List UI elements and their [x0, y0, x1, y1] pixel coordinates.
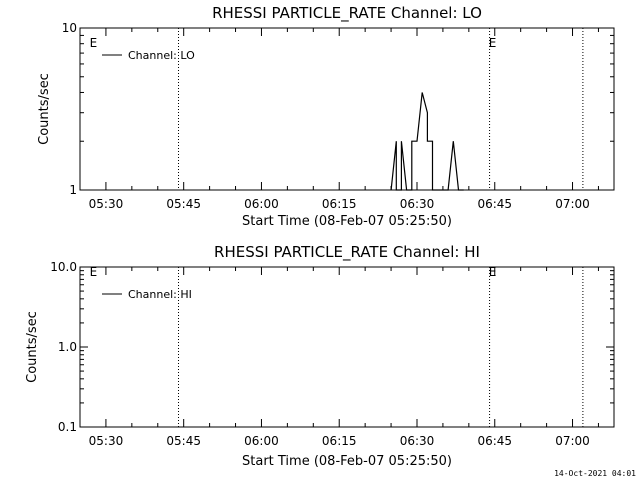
x-tick-label: 06:45	[477, 197, 512, 211]
x-axis-label: Start Time (08-Feb-07 05:25:50)	[242, 454, 452, 469]
chart-hi-panel: RHESSI PARTICLE_RATE Channel: HI 05:30 05:…	[25, 243, 615, 469]
plot-frame	[79, 27, 615, 191]
x-tick-label: 06:00	[244, 434, 279, 448]
x-tick-label: 06:00	[244, 197, 279, 211]
x-axis-label: Start Time (08-Feb-07 05:25:50)	[242, 214, 452, 229]
y-axis-label: Counts/sec	[25, 311, 40, 383]
legend-label: Channel: HI	[128, 288, 192, 301]
series-line	[390, 92, 464, 191]
y-tick-label: 10	[62, 21, 77, 35]
x-tick-label: 05:30	[89, 197, 124, 211]
x-tick-label: 05:45	[166, 434, 201, 448]
x-tick-label: 06:45	[477, 434, 512, 448]
x-tick-label: 07:00	[555, 197, 590, 211]
y-tick-label: 0.1	[58, 420, 77, 434]
x-tick-label: 06:15	[322, 434, 357, 448]
x-tick-label: 06:30	[400, 434, 435, 448]
chart-title: RHESSI PARTICLE_RATE Channel: LO	[212, 4, 482, 23]
y-axis-label: Counts/sec	[37, 73, 52, 145]
legend-label: Channel: LO	[128, 49, 195, 62]
x-tick-label: 06:30	[400, 197, 435, 211]
footer-timestamp: 14-Oct-2021 04:01	[554, 469, 636, 478]
x-tick-label: 05:45	[166, 197, 201, 211]
event-marker-label: E	[90, 265, 98, 279]
y-tick-label: 1	[69, 183, 77, 197]
event-marker-label: E	[489, 36, 497, 50]
event-marker-label: E	[90, 36, 98, 50]
x-tick-label: 06:15	[322, 197, 357, 211]
chart-title: RHESSI PARTICLE_RATE Channel: HI	[214, 243, 480, 262]
x-tick-label: 05:30	[89, 434, 124, 448]
x-tick-label: 07:00	[555, 434, 590, 448]
y-tick-label: 10.0	[50, 260, 77, 274]
event-marker-label: E	[489, 265, 497, 279]
y-tick-label: 1.0	[58, 340, 77, 354]
chart-lo-panel: RHESSI PARTICLE_RATE Channel: LO 05:30 05:…	[37, 4, 615, 229]
